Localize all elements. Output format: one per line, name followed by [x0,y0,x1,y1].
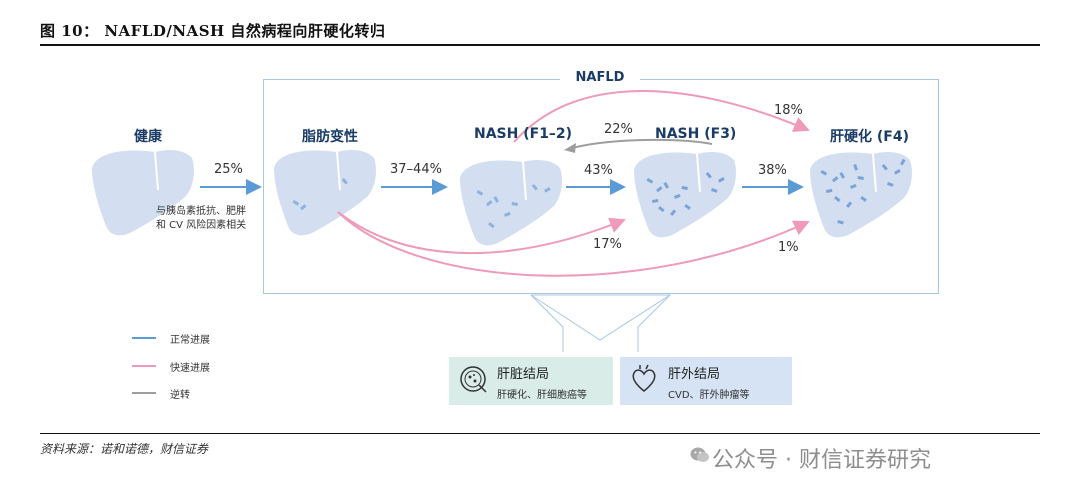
source-note: 资料来源：诺和诺德，财信证券 [40,442,209,456]
petri-dish-icon [460,366,487,393]
outcome-liver: 肝脏结局 肝硬化、肝细胞癌等 [449,357,613,405]
arrow-rapid-steatosis-cirrhosis [337,211,810,277]
pct-healthy-steatosis: 25% [214,162,243,177]
arrow-reverse-f3-f12 [571,138,713,149]
figure-title: 图 10： NAFLD/NASH 自然病程向肝硬化转归 [40,22,386,40]
outcome-funnel [530,294,672,352]
legend-label-rapid: 快速进展 [170,363,210,374]
wechat-icon [690,447,709,462]
outcome-liver-subtitle: 肝硬化、肝细胞癌等 [497,390,587,401]
liver-steatosis [274,150,376,236]
pct-reverse-f3-f12: 22% [604,122,633,137]
outcome-extrahepatic: 肝外结局 CVD、肝外肿瘤等 [620,357,792,405]
arrowhead-reverse [564,143,576,153]
pct-rapid-steatosis-f3: 17% [593,237,622,252]
stage-label-cirrhosis: 肝硬化 (F4) [830,129,909,145]
pct-nash-f3-cirrhosis: 38% [758,163,787,178]
arrow-rapid-f12-cirrhosis [513,90,810,143]
bottom-rule [40,433,1040,434]
legend-swatch-reverse [132,392,156,394]
pct-steatosis-nash-f12: 37–44% [390,162,442,177]
outcome-extrahepatic-subtitle: CVD、肝外肿瘤等 [668,390,750,401]
pct-rapid-f12-cirrhosis: 18% [774,103,803,118]
outcome-extrahepatic-title: 肝外结局 [668,367,721,382]
heart-icon [632,364,656,392]
outcome-liver-title: 肝脏结局 [497,367,550,382]
watermark: 公众号 · 财信证券研究 [712,448,931,473]
legend-swatch-rapid [132,365,156,367]
stage-label-steatosis: 脂肪变性 [302,129,358,145]
nafld-group-title: NAFLD [560,70,640,85]
legend-label-normal: 正常进展 [170,335,210,346]
stage-label-nash-f12: NASH (F1–2) [474,126,573,142]
arrow-rapid-steatosis-f3 [337,211,626,255]
outcome-funnel-v [530,294,671,341]
healthy-note-line-2: 和 CV 风险因素相关 [156,220,247,231]
healthy-note-line-1: 与胰岛素抵抗、肥胖 [156,206,246,217]
legend-label-reverse: 逆转 [170,390,190,401]
liver-nash-f12 [460,160,562,246]
liver-nash-f3 [634,152,736,238]
legend-swatch-normal [132,337,156,339]
stage-label-healthy: 健康 [134,129,162,145]
liver-cirrhosis [810,152,912,238]
top-rule [40,44,1040,46]
liver-healthy [92,150,194,236]
pct-rapid-steatosis-cirrhosis: 1% [778,240,799,255]
stage-label-nash-f3: NASH (F3) [655,126,737,142]
pct-nash-f12-f3: 43% [584,163,613,178]
